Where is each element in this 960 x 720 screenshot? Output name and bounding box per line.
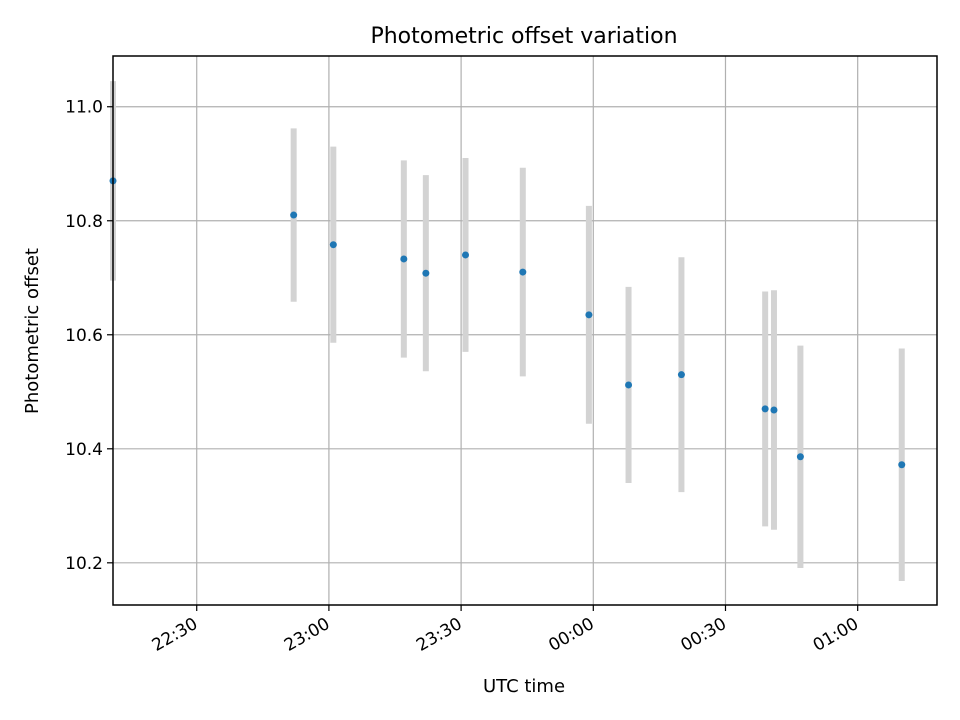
chart-title: Photometric offset variation (370, 24, 677, 49)
data-point (290, 211, 298, 219)
y-tick-label: 11.0 (65, 98, 103, 118)
data-point (796, 453, 804, 461)
y-tick-label: 10.8 (65, 212, 103, 232)
y-axis-label: Photometric offset (22, 248, 43, 414)
error-bars (110, 81, 905, 582)
data-point (625, 381, 633, 389)
data-point (329, 241, 337, 249)
plot-frame (112, 55, 938, 606)
y-ticks: 10.2 10.4 10.6 10.8 11.0 (65, 98, 113, 574)
data-point (585, 311, 593, 319)
data-point (519, 268, 527, 276)
data-point (770, 406, 778, 414)
data-point (422, 269, 430, 277)
data-point (462, 251, 470, 259)
x-tick-label: 00:30 (678, 614, 730, 656)
data-point (761, 405, 769, 413)
data-point (677, 371, 685, 379)
x-tick-label: 22:30 (149, 614, 201, 656)
data-point (898, 461, 906, 469)
data-points (109, 177, 906, 469)
x-tick-label: 23:00 (281, 614, 333, 656)
data-point (400, 255, 408, 263)
y-tick-label: 10.2 (65, 554, 103, 574)
x-tick-label: 01:00 (810, 614, 862, 656)
x-tick-label: 23:30 (413, 614, 465, 656)
x-ticks: 22:30 23:00 23:30 00:00 00:30 01:00 (149, 605, 862, 656)
x-axis-label: UTC time (483, 676, 565, 697)
y-tick-label: 10.4 (65, 440, 103, 460)
x-tick-label: 00:00 (545, 614, 597, 656)
y-tick-label: 10.6 (65, 326, 103, 346)
